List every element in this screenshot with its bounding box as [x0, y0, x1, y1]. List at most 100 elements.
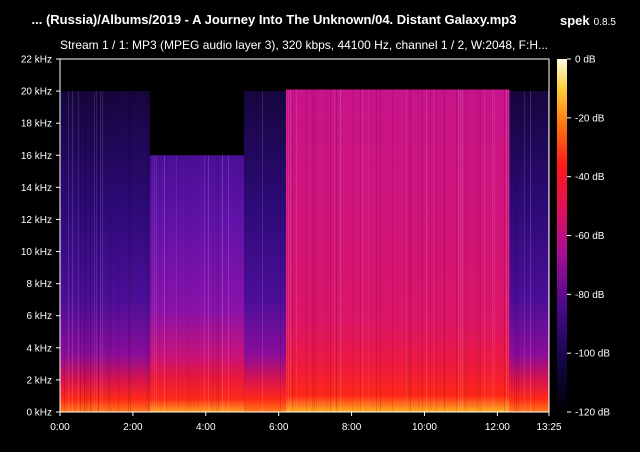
frequency-tick-label: 18 kHz [21, 119, 52, 130]
spectrum-texture-line [336, 89, 337, 413]
spectrum-texture-line [418, 89, 419, 413]
spectrum-texture-line [292, 89, 293, 413]
spectrum-texture-line [518, 91, 519, 412]
spectrum-texture-line [460, 89, 461, 413]
frequency-tick-label: 14 kHz [21, 183, 52, 194]
frequency-tick-label: 4 kHz [26, 343, 52, 354]
spectrum-texture-line [72, 91, 73, 412]
spectrum-segment-3 [244, 91, 286, 412]
spectrum-texture-line [392, 89, 393, 413]
spectrum-texture-line [148, 91, 149, 412]
spectrum-texture-line [476, 89, 477, 413]
spectrum-texture-line [410, 89, 411, 413]
spectrum-texture-line [110, 91, 111, 412]
spectrum-texture-line [340, 89, 341, 413]
spectrum-texture-line [156, 155, 157, 413]
spectrum-texture-line [530, 91, 531, 412]
spectrum-texture-line [118, 91, 119, 412]
spectrum-texture-line [280, 91, 281, 412]
spectrum-texture-line [296, 89, 297, 413]
colorbar-tick-label: -100 dB [575, 349, 610, 360]
spectrum-texture-line [314, 89, 315, 413]
spectrum-texture-line [326, 89, 327, 413]
spectrum-texture-line [426, 89, 427, 413]
spectrum-segment-5 [509, 91, 549, 412]
time-tick-label: 10:00 [412, 422, 437, 433]
spectrum-texture-line [406, 89, 407, 413]
time-axis: 0:00 2:00 4:00 6:00 8:00 10:00 12:00 13:25 [50, 412, 562, 433]
spectrum-texture-line [130, 91, 131, 412]
frequency-tick-label: 22 kHz [21, 55, 52, 66]
app-version: 0.8.5 [593, 17, 616, 28]
spectrum-texture-line [312, 89, 313, 413]
spectrum-texture-line [408, 89, 409, 413]
spectrum-texture-line [434, 89, 435, 413]
spectrum-texture-line [166, 155, 167, 413]
spectrum-texture-line [514, 91, 515, 412]
spectrum-segment-1 [60, 91, 150, 412]
spectrum-texture-line [506, 89, 507, 413]
spectrum-texture-line [480, 89, 481, 413]
frequency-tick-label: 16 kHz [21, 151, 52, 162]
spectrum-texture-line [484, 89, 485, 413]
frequency-tick-label: 20 kHz [21, 87, 52, 98]
spectrum-texture-line [188, 155, 189, 413]
spectrum-texture-line [176, 155, 177, 413]
spectrum-texture-line [68, 91, 69, 412]
spectrum-texture-line [84, 91, 85, 412]
frequency-tick-label: 0 kHz [26, 408, 52, 419]
spectrum-texture-line [218, 155, 219, 413]
colorbar-tick-label: -40 dB [575, 172, 605, 183]
spectrum-texture-line [64, 91, 65, 412]
spectrogram-body [60, 89, 549, 413]
spectrum-texture-line [464, 89, 465, 413]
colorbar-tick-label: -20 dB [575, 113, 605, 124]
spectrum-texture-line [516, 91, 517, 412]
stream-info: Stream 1 / 1: MP3 (MPEG audio layer 3), … [60, 38, 549, 52]
frequency-tick-label: 12 kHz [21, 215, 52, 226]
spectrum-texture-line [316, 89, 317, 413]
app-brand: spek 0.8.5 [560, 12, 616, 30]
spectrum-texture-line [208, 155, 209, 413]
spectrum-texture-line [86, 91, 87, 412]
spectrum-texture-line [94, 91, 95, 412]
spectrum-texture-line [290, 89, 291, 413]
spectrum-texture-line [436, 89, 437, 413]
spectrum-texture-line [128, 91, 129, 412]
spectrum-texture-line [306, 89, 307, 413]
spectrum-texture-line [216, 155, 217, 413]
spectrum-texture-line [154, 155, 155, 413]
spectrum-texture-line [352, 89, 353, 413]
spectrum-texture-line [524, 91, 525, 412]
time-tick-label: 4:00 [196, 422, 216, 433]
frequency-tick-label: 6 kHz [26, 311, 52, 322]
spectrum-texture-line [286, 89, 287, 413]
spectrum-texture-line [362, 89, 363, 413]
spectrum-texture-line [444, 89, 445, 413]
app-name: spek [560, 13, 590, 28]
spectrum-texture-line [80, 91, 81, 412]
spectrum-texture-line [478, 89, 479, 413]
spectrum-texture-line [164, 155, 165, 413]
colorbar-tick-label: -120 dB [575, 408, 610, 419]
spectrum-texture-line [458, 89, 459, 413]
time-tick-label: 0:00 [50, 422, 70, 433]
spectrum-texture-line [178, 155, 179, 413]
colorbar [557, 59, 567, 412]
spectrum-texture-line [330, 89, 331, 413]
spectrum-texture-line [466, 89, 467, 413]
time-tick-label: 8:00 [342, 422, 362, 433]
spectrum-texture-line [368, 89, 369, 413]
spectrum-texture-line [96, 91, 97, 412]
spectrum-texture-line [204, 155, 205, 413]
frequency-axis: 0 kHz 2 kHz 4 kHz 6 kHz 8 kHz 10 kHz 12 kHz 14 … [21, 55, 60, 419]
spectrum-texture-line [198, 155, 199, 413]
spectrum-texture-line [146, 91, 147, 412]
frequency-tick-label: 2 kHz [26, 375, 52, 386]
spectrum-texture-line [462, 89, 463, 413]
spectrum-texture-line [186, 155, 187, 413]
colorbar-tick-label: -60 dB [575, 231, 605, 242]
spectrum-texture-line [90, 91, 91, 412]
spectrum-texture-line [360, 89, 361, 413]
spectrum-texture-line [222, 155, 223, 413]
